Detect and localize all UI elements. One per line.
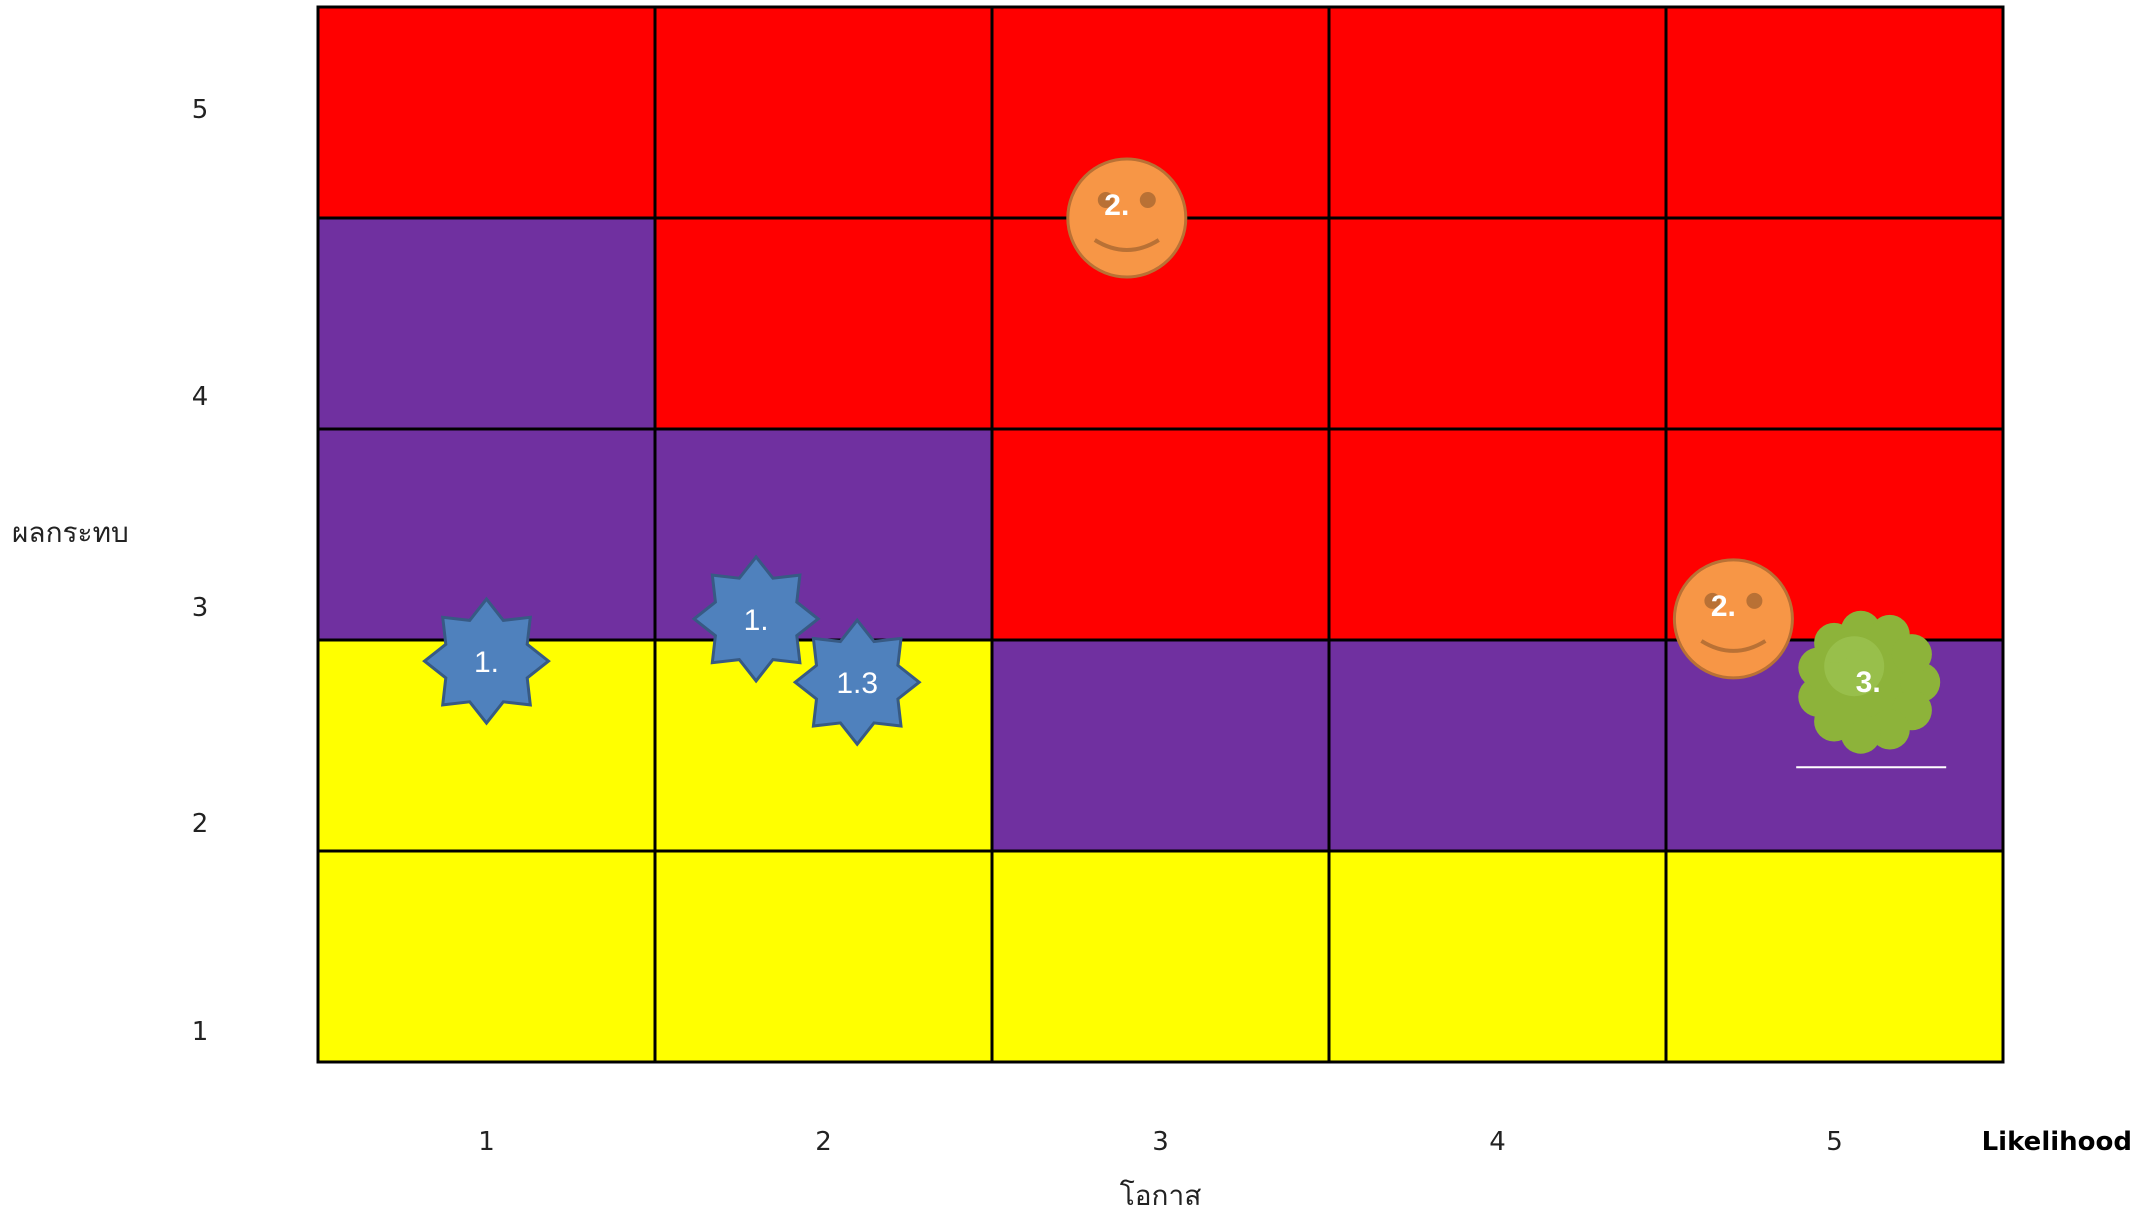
x-axis-ticks: 1 2 3 4 5	[478, 1127, 1843, 1157]
x-tick-label: 1	[478, 1127, 495, 1157]
marker-label: 3.	[1856, 666, 1881, 699]
risk-cell-l2-i5	[653, 5, 994, 220]
cloud-bump-icon	[1891, 634, 1932, 675]
risk-cell-l2-i1	[653, 849, 994, 1064]
marker-label: 1.	[744, 604, 769, 637]
smiley-mouth-icon	[1700, 639, 1767, 653]
star-marker-icon	[792, 617, 922, 747]
smiley-eye-icon	[1746, 592, 1763, 609]
marker-label: 1.	[474, 646, 499, 679]
star-marker-icon	[691, 554, 821, 684]
risk-cell-l4-i1	[1327, 849, 1668, 1064]
risk-marker-star: 1.	[691, 554, 821, 684]
x-tick-label: 5	[1826, 1127, 1843, 1157]
marker-label: 2.	[1104, 189, 1129, 222]
risk-marker-star: 1.3	[792, 617, 922, 747]
y-tick-label: 1	[192, 1017, 209, 1047]
y-axis-ticks: 1 2 3 4 5	[192, 95, 209, 1047]
smiley-face-icon	[1672, 558, 1794, 680]
risk-cell-l3-i1	[990, 849, 1331, 1064]
risk-cell-l1-i4	[316, 216, 657, 431]
risk-cell-l1-i1	[316, 849, 657, 1064]
risk-cell-l1-i3	[316, 427, 657, 642]
smiley-eye-icon	[1139, 192, 1156, 208]
marker-label: 2.	[1711, 590, 1736, 623]
risk-cell-l2-i4	[653, 216, 994, 431]
risk-cell-l5-i4	[1664, 216, 2005, 431]
smiley-eye-icon	[1097, 192, 1114, 208]
y-tick-label: 3	[192, 593, 209, 623]
marker-label: 1.3	[836, 667, 878, 700]
x-tick-label: 3	[1152, 1127, 1169, 1157]
smiley-mouth-icon	[1093, 238, 1160, 252]
risk-cell-l4-i3	[1327, 427, 1668, 642]
star-marker-icon	[422, 596, 551, 726]
risk-cell-l4-i4	[1327, 216, 1668, 431]
x-tick-label: 4	[1489, 1127, 1506, 1157]
x-axis-title: โอกาส	[1120, 1179, 1202, 1211]
likelihood-label: Likelihood	[1982, 1127, 2132, 1157]
y-axis-title: ผลกระทบ	[12, 516, 129, 549]
risk-cell-l3-i3	[990, 427, 1331, 642]
risk-marker-cloud: 3.	[1796, 610, 1947, 769]
risk-markers: 1. 1. 1.3 2. 2. 3.	[422, 157, 1947, 769]
risk-marker-star: 1.	[422, 596, 551, 726]
risk-cell-l5-i5	[1664, 5, 2005, 220]
risk-cell-l4-i5	[1327, 5, 1668, 220]
risk-cell-l1-i5	[316, 5, 657, 220]
x-tick-label: 2	[815, 1127, 832, 1157]
risk-cell-l5-i1	[1664, 849, 2005, 1064]
y-tick-label: 5	[192, 95, 209, 125]
y-tick-label: 2	[192, 809, 209, 839]
smiley-face-icon	[1066, 157, 1188, 279]
y-tick-label: 4	[192, 382, 209, 412]
cloud-highlight-icon	[1824, 636, 1885, 697]
cloud-bump-icon	[1798, 676, 1839, 717]
risk-cell-l4-i2	[1327, 638, 1668, 853]
risk-cell-l3-i2	[990, 638, 1331, 853]
smiley-eye-icon	[1704, 592, 1721, 609]
risk-grid	[316, 5, 2005, 1064]
risk-marker-smiley: 2.	[1066, 157, 1188, 279]
risk-marker-smiley: 2.	[1672, 558, 1794, 680]
